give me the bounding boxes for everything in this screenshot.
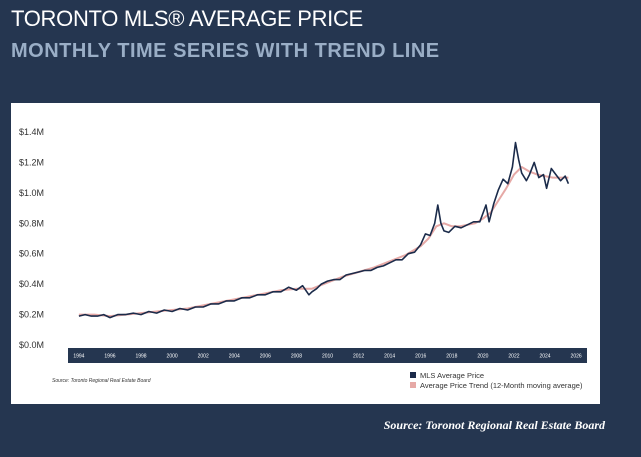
chart-panel: $0.0M $0.2M $0.4M $0.6M $0.8M $1.0M $1.2M $1.4M…	[11, 103, 600, 404]
legend-label-trend: Average Price Trend (12-Month moving ave…	[420, 381, 583, 390]
x-tick-label: 2024	[539, 354, 550, 360]
x-tick-label: 1998	[135, 354, 146, 360]
y-tick-label: $0.4M	[19, 279, 44, 289]
x-tick-label: 2010	[322, 354, 333, 360]
y-tick-label: $0.0M	[19, 340, 44, 350]
x-tick-label: 2016	[415, 354, 426, 360]
series-line-trend	[78, 166, 569, 318]
legend-swatch-trend	[410, 382, 416, 388]
x-tick-label: 2022	[508, 354, 519, 360]
chart-source-note: Source: Toronto Regional Real Estate Boa…	[52, 378, 151, 384]
x-tick-label: 2004	[229, 354, 240, 360]
y-axis: $0.0M $0.2M $0.4M $0.6M $0.8M $1.0M $1.2M $1.4M	[19, 127, 44, 350]
y-tick-label: $0.6M	[19, 249, 44, 259]
x-axis-band	[68, 348, 587, 363]
legend: MLS Average Price Average Price Trend (1…	[410, 371, 583, 390]
series-layer	[78, 141, 570, 319]
x-tick-label: 2008	[291, 354, 302, 360]
y-tick-label: $1.0M	[19, 188, 44, 198]
x-tick-label: 2018	[446, 354, 457, 360]
y-tick-label: $1.2M	[19, 157, 44, 167]
legend-swatch-mls	[410, 372, 416, 378]
x-tick-label: 1994	[73, 354, 84, 360]
footer-source: Source: Toronot Regional Real Estate Boa…	[383, 418, 605, 432]
page-title: TORONTO MLS® AVERAGE PRICE	[11, 6, 363, 31]
legend-label-mls: MLS Average Price	[420, 371, 484, 380]
y-tick-label: $1.4M	[19, 127, 44, 137]
x-tick-label: 2026	[571, 354, 582, 360]
line-chart: $0.0M $0.2M $0.4M $0.6M $0.8M $1.0M $1.2M $1.4M…	[19, 127, 587, 390]
x-tick-label: 1996	[104, 354, 115, 360]
x-tick-label: 2000	[167, 354, 178, 360]
x-tick-label: 2002	[198, 354, 209, 360]
x-tick-label: 2014	[384, 354, 395, 360]
y-tick-label: $0.2M	[19, 310, 44, 320]
x-tick-label: 2012	[353, 354, 364, 360]
y-tick-label: $0.8M	[19, 218, 44, 228]
page-subtitle: MONTHLY TIME SERIES WITH TREND LINE	[11, 40, 440, 62]
x-tick-label: 2006	[260, 354, 271, 360]
x-tick-label: 2020	[477, 354, 488, 360]
series-line-mls-average-price	[78, 141, 570, 319]
x-axis: 1994 1996 1998 2000 2002 2004 2006 2008 2010 2012…	[73, 354, 582, 360]
